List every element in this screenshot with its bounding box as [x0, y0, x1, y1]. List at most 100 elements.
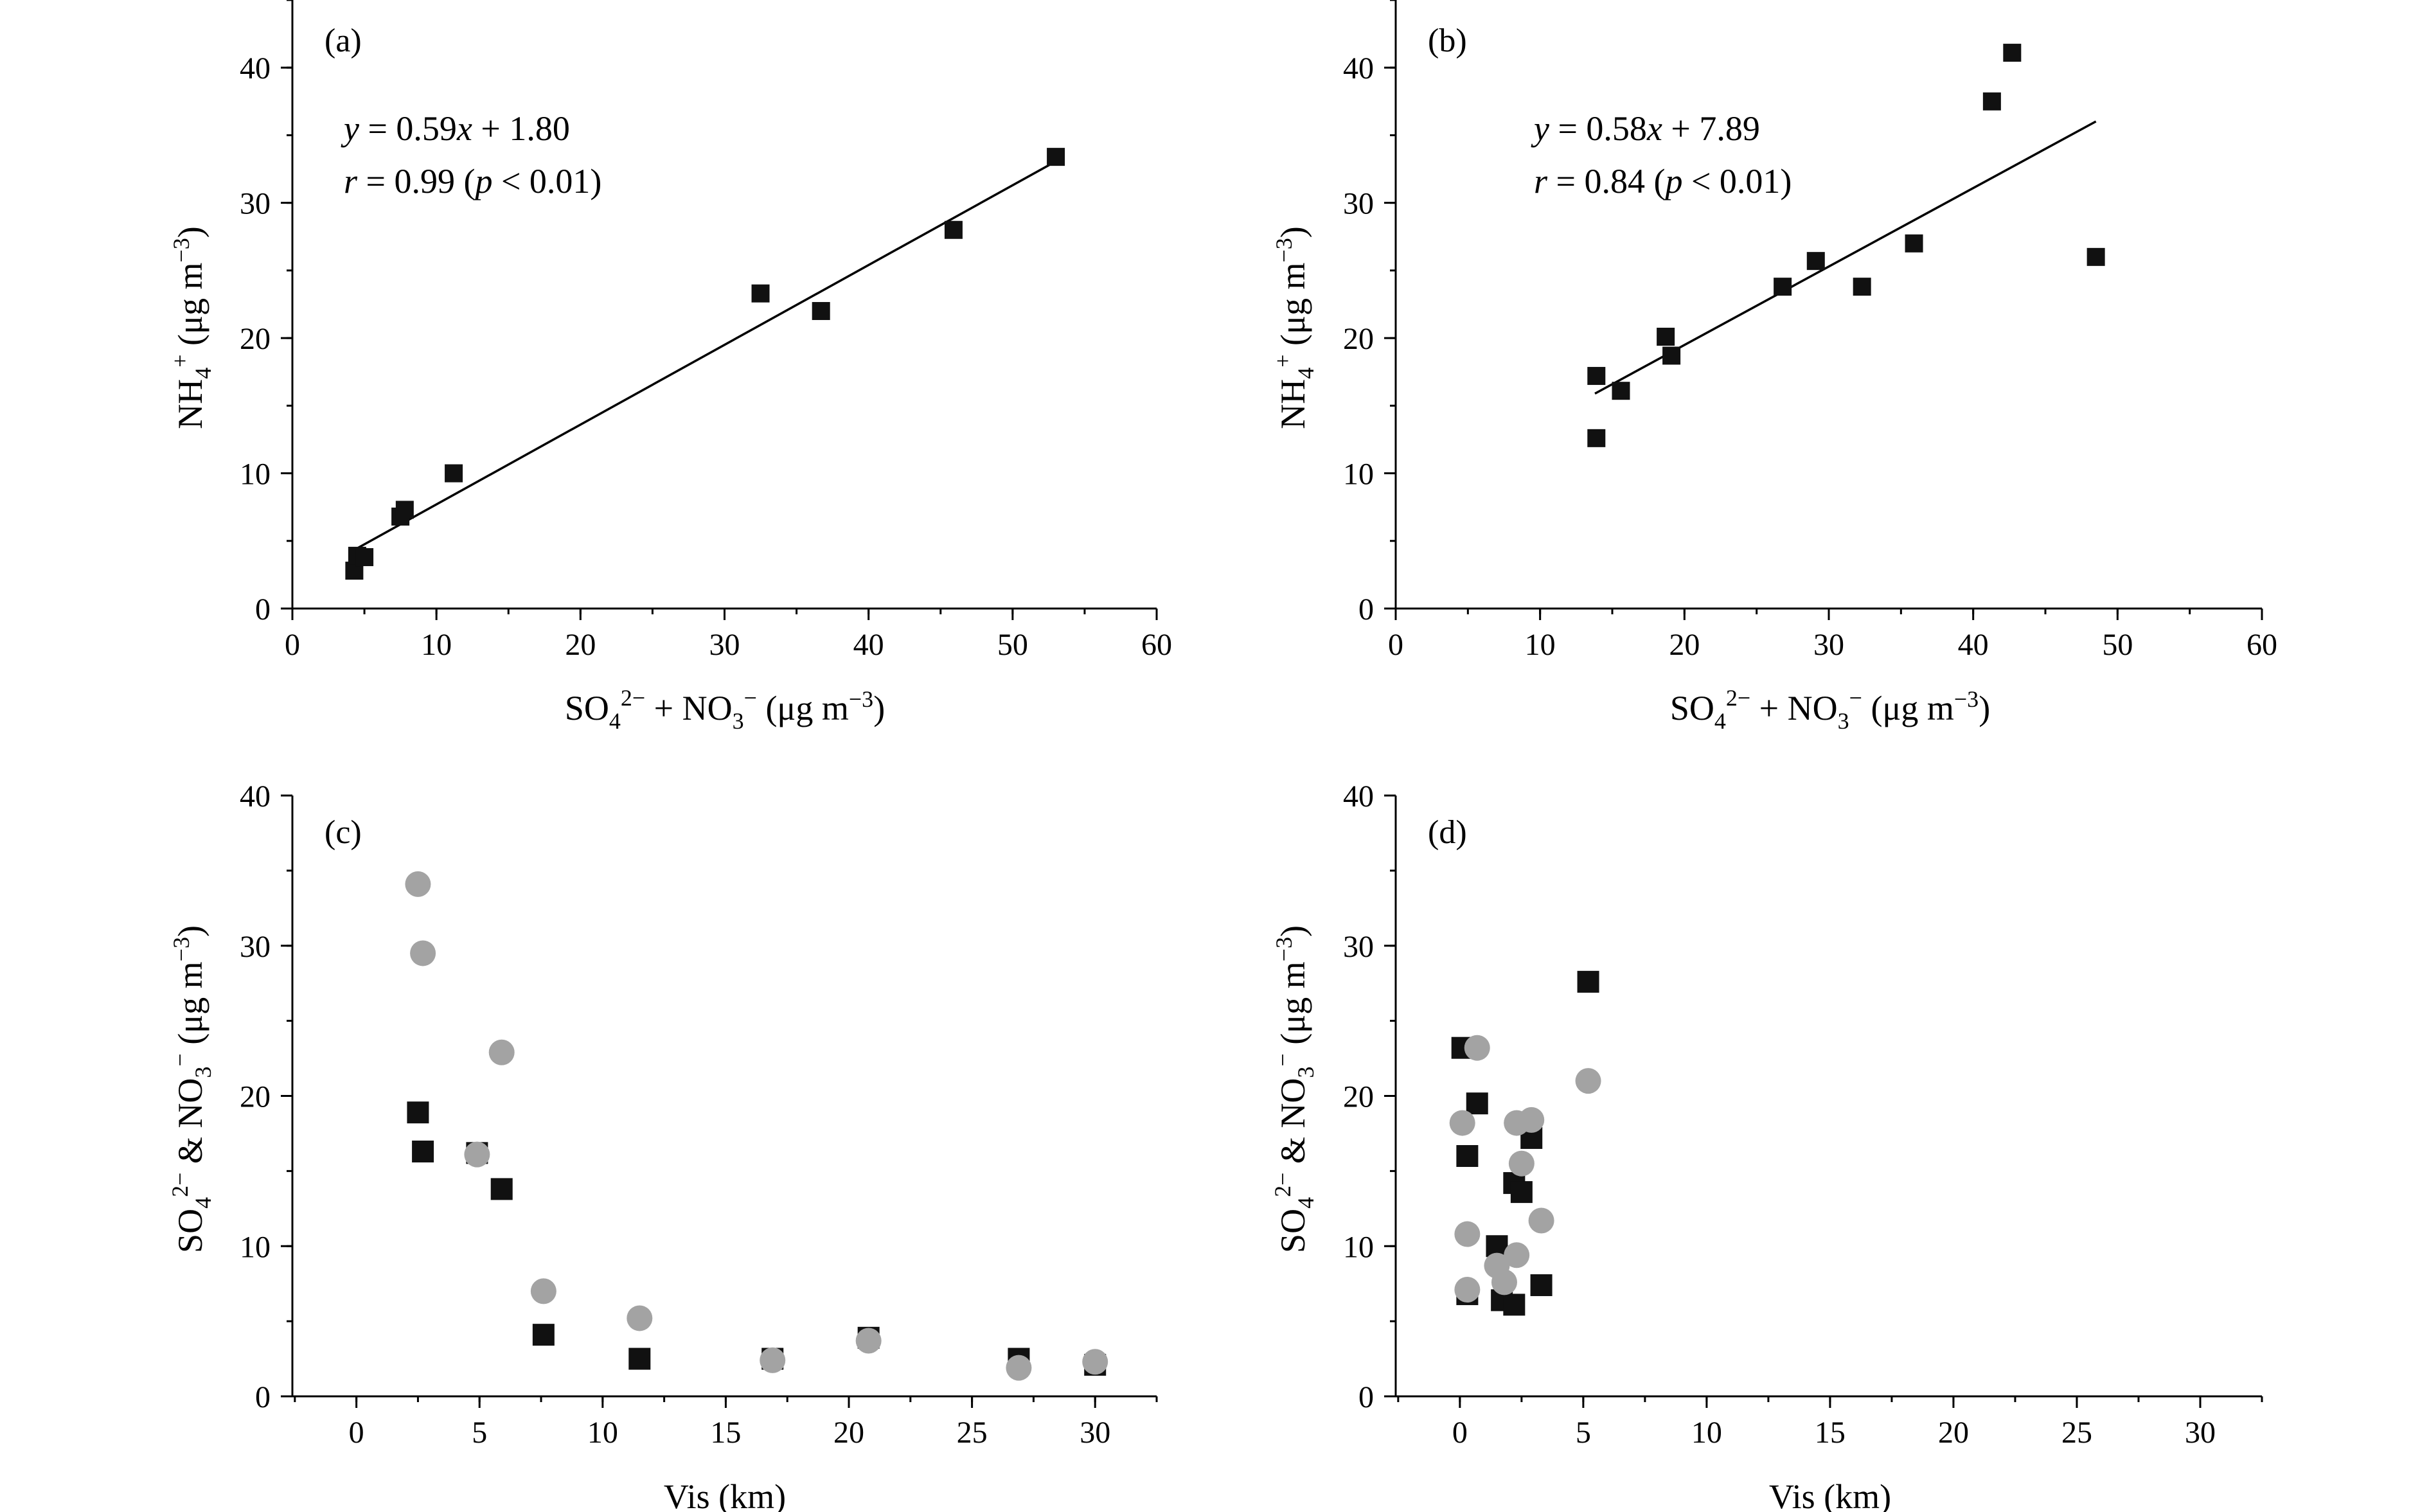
panel-b-y-tick-label: 20: [1343, 322, 1374, 356]
panel-a-fit-equation: y = 0.59x + 1.80: [341, 109, 570, 148]
panel-b-x-axis-label: SO42− + NO3− (μg m−3): [1670, 685, 1990, 734]
panel-b-point-square: [1662, 346, 1681, 365]
panel-d-x-tick-label: 5: [1576, 1416, 1591, 1450]
panel-b-point-square: [1587, 429, 1606, 447]
panel-d-point-square: [1577, 970, 1599, 993]
panel-d-point-square: [1530, 1274, 1553, 1297]
panel-c-plot: 0 5 10 15 20 25 30 0 10 20 30 40: [240, 779, 1158, 1450]
panel-b-y-tick-label: 40: [1343, 51, 1374, 85]
panel-c-point-circle: [1006, 1355, 1032, 1381]
panel-a-x-tick-label: 30: [709, 628, 740, 662]
panel-d-plot: 0 5 10 15 20 25 30 0 10 20 30 40: [1343, 779, 2263, 1450]
panel-a-tag: (a): [325, 22, 362, 59]
panel-a-point-square: [812, 302, 830, 321]
panel-b-fit-equation: y = 0.58x + 7.89: [1531, 109, 1760, 148]
panel-b-x-tick-label: 10: [1525, 628, 1556, 662]
panel-a-y-tick-label: 10: [240, 458, 271, 492]
panel-d-y-tick-label: 10: [1343, 1230, 1374, 1264]
panel-d-point-circle: [1464, 1035, 1490, 1061]
panel-c-point-circle: [1082, 1349, 1108, 1375]
panel-a-point-square: [395, 501, 414, 519]
panel-c-point-square: [628, 1347, 651, 1370]
panel-b: 0 10 20 30 40 50 60 0 10 20 30 40 (b) y = 0.58x + 7…: [1270, 0, 2277, 734]
panel-d-point-circle: [1454, 1221, 1481, 1247]
panel-b-y-tick-label: 0: [1358, 592, 1374, 627]
panel-c-x-tick-label: 0: [349, 1416, 364, 1450]
panel-d-point-circle: [1504, 1242, 1530, 1268]
panel-d-point-square: [1510, 1181, 1533, 1204]
panel-d-point-circle: [1454, 1277, 1481, 1303]
panel-b-x-tick-label: 0: [1388, 628, 1403, 662]
panel-d-x-tick-label: 10: [1691, 1416, 1722, 1450]
panel-d-x-tick-label: 0: [1452, 1416, 1468, 1450]
panel-b-y-tick-label: 30: [1343, 187, 1374, 221]
panel-d-point-square: [1456, 1145, 1479, 1167]
panel-c-point-circle: [627, 1305, 653, 1331]
panel-c-point-square: [407, 1101, 429, 1124]
panel-a-point-square: [355, 548, 374, 567]
panel-c: 0 5 10 15 20 25 30 0 10 20 30 40 (c) Vis (km) SO42−…: [167, 779, 1158, 1512]
panel-c-point-circle: [410, 940, 436, 966]
panel-a-x-tick-label: 10: [421, 628, 452, 662]
panel-b-point-square: [1587, 367, 1606, 386]
panel-d-point-square: [1466, 1092, 1488, 1115]
panel-b-x-tick-label: 60: [2247, 628, 2277, 662]
panel-d-x-tick-label: 25: [2061, 1416, 2092, 1450]
panel-d-x-tick-label: 15: [1815, 1416, 1846, 1450]
panel-a-fit-line: [352, 160, 1056, 552]
panel-c-point-square: [490, 1178, 513, 1200]
panel-c-x-tick-label: 15: [710, 1416, 741, 1450]
panel-a-correlation: r = 0.99 (p < 0.01): [344, 162, 601, 200]
panel-b-correlation: r = 0.84 (p < 0.01): [1534, 162, 1792, 200]
panel-a-point-square: [445, 464, 463, 483]
panel-b-x-tick-label: 50: [2102, 628, 2133, 662]
panel-c-y-tick-label: 30: [240, 930, 271, 964]
panel-d-y-axis-label: SO42− & NO3− (μg m−3): [1270, 925, 1319, 1253]
panel-c-point-square: [532, 1324, 555, 1346]
panel-d-tag: (d): [1428, 814, 1467, 851]
panel-b-point-square: [2003, 44, 2022, 62]
panel-d-point-circle: [1575, 1068, 1601, 1094]
panel-b-y-axis-label: NH4+ (μg m−3): [1270, 226, 1319, 429]
panel-a-point-square: [1047, 148, 1065, 166]
panel-d-y-tick-label: 40: [1343, 779, 1374, 814]
panel-d-point-circle: [1528, 1207, 1554, 1234]
panel-b-y-tick-label: 10: [1343, 458, 1374, 492]
panel-d-point-circle: [1518, 1107, 1545, 1133]
panel-a-x-tick-label: 20: [565, 628, 596, 662]
panel-c-point-circle: [760, 1347, 786, 1373]
panel-d-x-tick-label: 20: [1938, 1416, 1969, 1450]
panel-a-y-tick-label: 20: [240, 322, 271, 356]
panel-a-y-tick-label: 0: [255, 592, 271, 627]
panel-b-x-tick-label: 20: [1669, 628, 1700, 662]
panel-d-point-circle: [1449, 1110, 1475, 1136]
panel-d-x-tick-label: 30: [2185, 1416, 2216, 1450]
panel-c-x-tick-label: 25: [957, 1416, 988, 1450]
panel-a-x-tick-label: 50: [997, 628, 1028, 662]
panel-a-point-square: [751, 284, 770, 303]
panel-c-x-tick-label: 5: [472, 1416, 487, 1450]
panel-b-point-square: [1982, 92, 2001, 111]
panel-c-point-circle: [530, 1278, 556, 1304]
panel-a-y-tick-label: 30: [240, 187, 271, 221]
panel-c-point-circle: [488, 1039, 515, 1065]
panel-c-tag: (c): [325, 814, 362, 851]
panel-a: 0 10 20 30 40 50 60 0 10 20 30 40 (a) y = 0.59x + 1…: [167, 0, 1172, 734]
panel-c-x-tick-label: 20: [833, 1416, 864, 1450]
panel-a-y-axis-label: NH4+ (μg m−3): [167, 226, 216, 429]
panel-b-point-square: [1853, 278, 1871, 296]
panel-a-x-axis-label: SO42− + NO3− (μg m−3): [565, 685, 885, 734]
panel-d-y-tick-label: 0: [1358, 1380, 1374, 1414]
panel-c-y-tick-label: 40: [240, 779, 271, 814]
panel-c-point-square: [412, 1140, 434, 1162]
panel-c-point-circle: [464, 1141, 490, 1168]
panel-c-point-circle: [855, 1328, 882, 1354]
panel-a-x-tick-label: 60: [1141, 628, 1172, 662]
panel-a-plot: 0 10 20 30 40 50 60 0 10 20 30 40: [240, 0, 1172, 662]
panel-d-point-square: [1503, 1294, 1526, 1316]
panel-c-y-axis-label: SO42− & NO3− (μg m−3): [167, 925, 216, 1253]
panel-b-point-square: [1806, 252, 1825, 271]
panel-b-x-tick-label: 30: [1813, 628, 1844, 662]
panel-c-x-axis-label: Vis (km): [664, 1477, 786, 1512]
